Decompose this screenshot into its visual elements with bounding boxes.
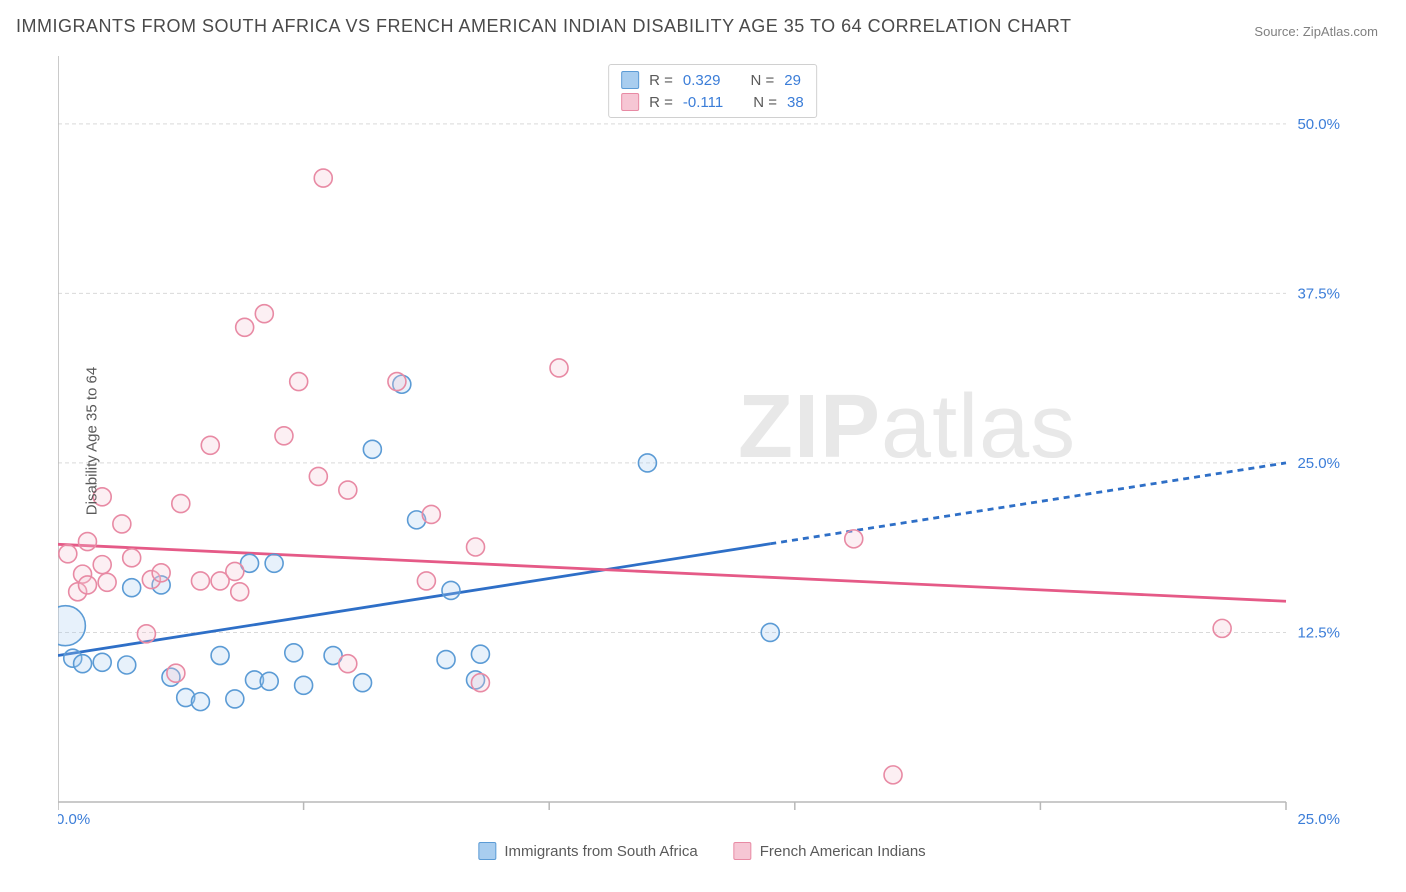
stat-n-val-1: 29 <box>784 72 801 89</box>
source-link[interactable]: ZipAtlas.com <box>1303 24 1378 39</box>
stats-swatch-1 <box>621 71 639 89</box>
legend-label-2: French American Indians <box>760 843 926 860</box>
stats-legend-row-2: R = -0.111 N = 38 <box>621 91 804 113</box>
stat-r-val-1: 0.329 <box>683 72 721 89</box>
legend-item-1: Immigrants from South Africa <box>478 842 697 860</box>
svg-text:0.0%: 0.0% <box>58 811 90 826</box>
stat-n-label-1: N = <box>750 72 774 89</box>
svg-text:25.0%: 25.0% <box>1297 811 1340 826</box>
legend-swatch-2 <box>734 842 752 860</box>
bottom-legend: Immigrants from South Africa French Amer… <box>478 842 925 860</box>
chart-area: ZIPatlas Disability Age 35 to 64 R = 0.3… <box>58 56 1346 826</box>
chart-title: IMMIGRANTS FROM SOUTH AFRICA VS FRENCH A… <box>16 16 1072 37</box>
source-label: Source: <box>1254 24 1299 39</box>
svg-text:50.0%: 50.0% <box>1297 116 1340 133</box>
stat-r-label-2: R = <box>649 94 673 111</box>
legend-label-1: Immigrants from South Africa <box>504 843 697 860</box>
stat-n-val-2: 38 <box>787 94 804 111</box>
stats-legend-row-1: R = 0.329 N = 29 <box>621 69 804 91</box>
stats-swatch-2 <box>621 93 639 111</box>
scatter-chart: 12.5% 25.0% 37.5% 50.0% 0.0% 25.0% <box>58 56 1346 826</box>
svg-text:37.5%: 37.5% <box>1297 285 1340 302</box>
stats-legend: R = 0.329 N = 29 R = -0.111 N = 38 <box>608 64 817 118</box>
legend-item-2: French American Indians <box>734 842 926 860</box>
stat-n-label-2: N = <box>753 94 777 111</box>
stat-r-label-1: R = <box>649 72 673 89</box>
svg-text:25.0%: 25.0% <box>1297 455 1340 472</box>
source-attribution: Source: ZipAtlas.com <box>1254 24 1378 39</box>
svg-text:12.5%: 12.5% <box>1297 624 1340 641</box>
stat-r-val-2: -0.111 <box>683 94 723 111</box>
y-axis-label: Disability Age 35 to 64 <box>84 367 101 515</box>
legend-swatch-1 <box>478 842 496 860</box>
